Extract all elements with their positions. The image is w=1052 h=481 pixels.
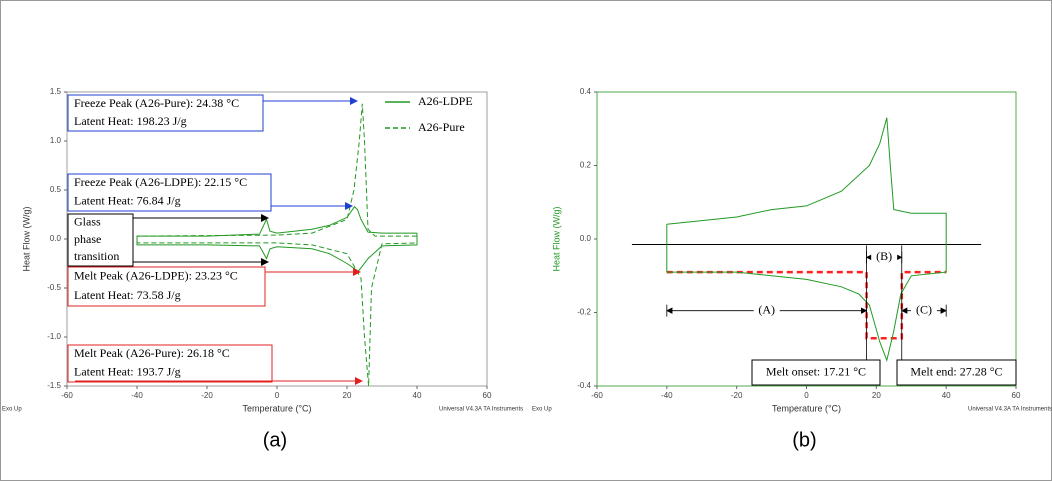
dimension-label: (C) <box>916 302 932 316</box>
x-tick-label: -60 <box>591 391 603 400</box>
dimension-label-bg <box>753 302 780 319</box>
x-tick-label: 0 <box>804 391 809 400</box>
callout-text: Latent Heat: 193.7 J/g <box>74 365 181 379</box>
callout-text: Freeze Peak (A26-LDPE): 22.15 °C <box>74 175 247 189</box>
callout-text: Latent Heat: 73.58 J/g <box>74 288 181 302</box>
panel-label: (a) <box>263 429 287 451</box>
data-line <box>666 117 947 362</box>
data-line <box>136 103 418 387</box>
corner-left: Exo Up <box>532 407 552 413</box>
corner-right: Universal V4.3A TA Instruments <box>439 407 523 413</box>
x-axis-label: Temperature (°C) <box>772 403 841 413</box>
callout-box <box>67 173 272 212</box>
legend-label: A26-Pure <box>418 120 465 134</box>
y-axis-label: Heat Flow (W/g) <box>551 206 561 271</box>
corner-left: Exo Up <box>2 407 22 413</box>
note-box <box>751 359 881 386</box>
callout-text: Glass <box>74 214 101 228</box>
callout-box <box>67 94 264 132</box>
y-tick-label: -0.4 <box>577 381 591 390</box>
note-box <box>896 359 1017 386</box>
x-tick-label: 0 <box>275 391 280 400</box>
y-tick-label: 0.0 <box>580 234 592 243</box>
x-tick-label: -40 <box>661 391 673 400</box>
dimension-label: (A) <box>758 302 775 316</box>
reference-line <box>666 270 947 340</box>
callout-text: Freeze Peak (A26-Pure): 24.38 °C <box>74 96 239 110</box>
callout-text: Melt Peak (A26-LDPE): 23.23 °C <box>74 269 238 283</box>
y-tick-label: 0.0 <box>50 234 62 243</box>
y-tick-label: 0.2 <box>580 161 592 170</box>
x-tick-label: 40 <box>413 391 422 400</box>
y-tick-label: 0.4 <box>580 87 592 96</box>
note-text: Melt onset: 17.21 °C <box>766 364 866 378</box>
x-tick-label: -20 <box>201 391 213 400</box>
dimension-label-bg <box>910 302 937 319</box>
callout-text: transition <box>74 249 119 263</box>
y-axis-label: Heat Flow (W/g) <box>21 206 31 271</box>
x-axis-label: Temperature (°C) <box>242 403 311 413</box>
callout-text: Latent Heat: 198.23 J/g <box>74 114 187 128</box>
x-tick-label: -60 <box>61 391 73 400</box>
x-tick-label: -40 <box>131 391 143 400</box>
y-tick-label: -0.2 <box>577 308 591 317</box>
callout-box <box>67 344 273 383</box>
callout-text: phase <box>74 232 101 246</box>
callout-box <box>67 213 134 267</box>
y-tick-label: -0.5 <box>47 283 61 292</box>
x-tick-label: 60 <box>1012 391 1021 400</box>
y-tick-label: 0.5 <box>50 185 62 194</box>
callout-text: Latent Heat: 76.84 J/g <box>74 194 181 208</box>
dimension-label: (B) <box>876 249 892 263</box>
corner-right: Universal V4.3A TA Instruments <box>968 407 1052 413</box>
x-tick-label: 40 <box>942 391 951 400</box>
y-tick-label: -1.0 <box>47 332 61 341</box>
x-tick-label: 60 <box>483 391 492 400</box>
callout-box <box>67 266 266 307</box>
note-text: Melt end: 27.28 °C <box>910 364 1002 378</box>
legend-label: A26-LDPE <box>418 94 473 108</box>
x-tick-label: 20 <box>343 391 352 400</box>
dimension-label-bg <box>871 249 898 266</box>
y-tick-label: -1.5 <box>47 381 61 390</box>
panel-label: (b) <box>792 429 816 451</box>
y-tick-label: 1.5 <box>50 87 62 96</box>
y-tick-label: 1.0 <box>50 136 62 145</box>
callout-text: Melt Peak (A26-Pure): 26.18 °C <box>74 346 230 360</box>
x-tick-label: 20 <box>872 391 881 400</box>
x-tick-label: -20 <box>731 391 743 400</box>
